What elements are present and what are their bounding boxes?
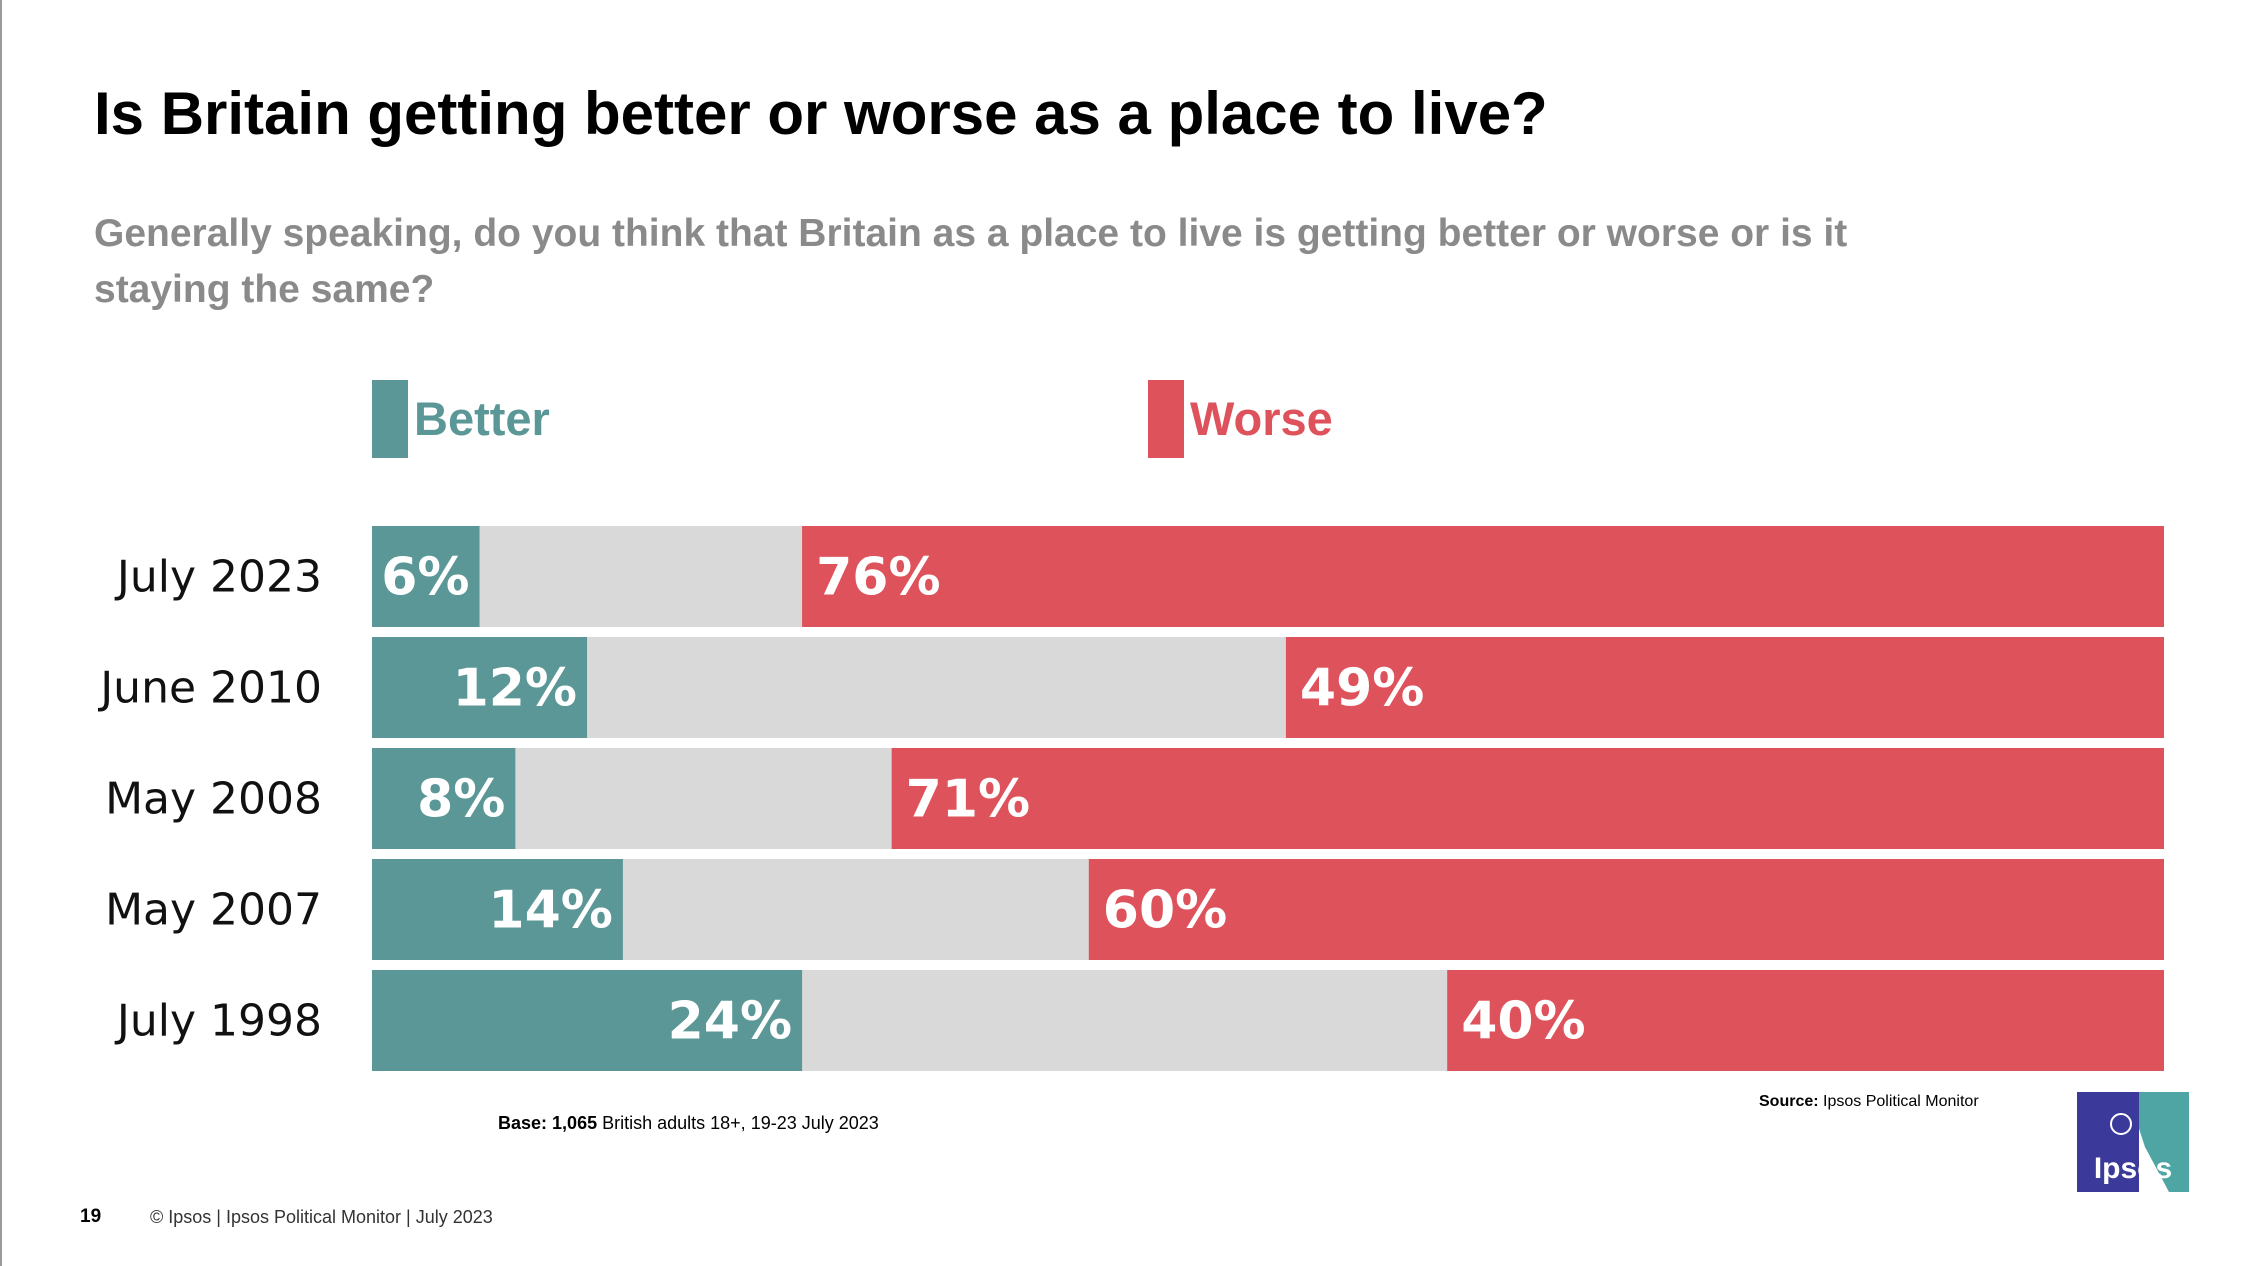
bar-worse (1088, 859, 2164, 960)
bar-better (372, 970, 803, 1071)
base-label: Base: (498, 1113, 548, 1133)
legend-label-better: Better (414, 392, 550, 445)
category-label: May 2008 (105, 774, 322, 825)
data-label-worse: 49% (1300, 659, 1424, 719)
ipsos-logo: Ipsos (2077, 1092, 2189, 1192)
category-label: May 2007 (105, 885, 322, 936)
bar-worse (891, 748, 2165, 849)
bar-worse (802, 526, 2164, 627)
bar-worse (1285, 637, 2164, 738)
slide-subtitle: Generally speaking, do you think that Br… (94, 212, 1848, 311)
left-edge-rule (0, 0, 2, 1266)
category-label: July 2023 (114, 552, 322, 603)
data-label-worse: 71% (906, 770, 1030, 830)
data-label-worse: 76% (816, 548, 940, 608)
logo-wordmark: Ipsos (2094, 1152, 2172, 1185)
data-label-worse: 60% (1103, 881, 1227, 941)
bar-better (372, 859, 623, 960)
legend-swatch-worse (1148, 380, 1184, 458)
base-note: Base: 1,065 British adults 18+, 19-23 Ju… (498, 1113, 879, 1134)
slide-title: Is Britain getting better or worse as a … (94, 80, 1548, 147)
data-label-better: 12% (453, 659, 577, 719)
bar-better (372, 637, 588, 738)
source-note: Source: Ipsos Political Monitor (1759, 1093, 1979, 1111)
source-text: Ipsos Political Monitor (1823, 1093, 1979, 1110)
category-label: July 1998 (114, 996, 322, 1047)
data-label-better: 6% (381, 548, 469, 608)
legend-item-better: Better (372, 380, 550, 458)
source-label: Source: (1759, 1093, 1819, 1110)
legend-label-worse: Worse (1190, 392, 1333, 445)
bar-better (372, 526, 480, 627)
legend-swatch-better (372, 380, 408, 458)
data-label-worse: 40% (1461, 992, 1585, 1052)
bar-worse (1447, 970, 2164, 1071)
data-label-better: 14% (488, 881, 612, 941)
footer-text: © Ipsos | Ipsos Political Monitor | July… (150, 1207, 493, 1227)
data-label-better: 8% (417, 770, 505, 830)
data-label-better: 24% (668, 992, 792, 1052)
bar-better (372, 748, 516, 849)
category-label: June 2010 (97, 663, 322, 714)
page-number: 19 (80, 1206, 102, 1227)
base-value: 1,065 (552, 1113, 598, 1133)
base-text: British adults 18+, 19-23 July 2023 (602, 1113, 879, 1133)
legend-item-worse: Worse (1148, 380, 1333, 458)
